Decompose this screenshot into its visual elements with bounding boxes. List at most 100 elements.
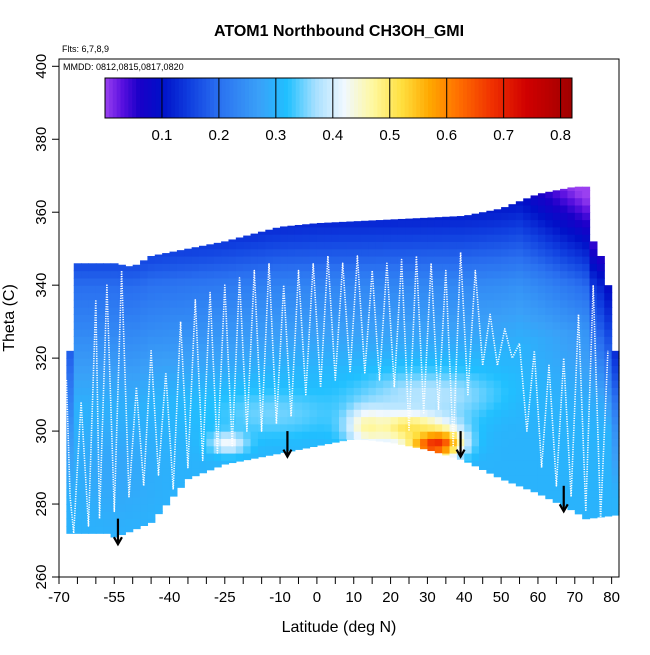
heatmap-cell [169,394,178,403]
heatmap-cell [228,380,237,388]
heatmap-cell [176,263,185,272]
heatmap-cell [257,452,266,458]
colorbar-swatch [474,78,480,118]
heatmap-cell [184,343,193,352]
heatmap-cell [265,445,274,454]
heatmap-cell [147,431,156,439]
heatmap-cell [147,496,156,505]
heatmap-cell [397,431,406,439]
heatmap-cell [567,292,576,301]
heatmap-cell [243,358,252,367]
heatmap-cell [162,474,171,483]
colorbar-swatch [322,78,328,118]
heatmap-cell [383,431,392,439]
heatmap-cell [493,248,502,257]
x-axis: -70 -55 -40 -25 -10 0 10 20 30 40 50 60 70 80 [48,577,620,606]
heatmap-cell [162,394,171,403]
heatmap-cell [140,489,149,498]
heatmap-cell [162,423,171,432]
heatmap-cell [493,401,502,410]
colorbar-swatch [548,78,554,118]
heatmap-cell [324,292,333,301]
heatmap-cell [117,518,126,527]
heatmap-cell [589,255,598,264]
heatmap-cell [206,270,215,279]
heatmap-cell [545,460,554,469]
heatmap-cell [508,226,517,235]
heatmap-cell [294,255,303,264]
heatmap-cell [95,445,104,454]
colorbar-swatch [451,78,456,118]
heatmap-cell [147,387,156,396]
heatmap-cell [265,328,274,337]
colorbar-swatch [439,78,445,118]
heatmap-cell [479,307,487,315]
heatmap-cell [339,314,347,323]
heatmap-cell [582,190,591,199]
heatmap-cell [169,263,178,272]
heatmap-cell [552,270,561,279]
heatmap-cell [412,270,421,279]
heatmap-cell [508,321,517,330]
heatmap-cell [243,328,252,337]
heatmap-cell [221,336,230,345]
heatmap-cell [397,438,406,445]
heatmap-cell [191,380,200,388]
heatmap-cell [346,380,355,388]
colorbar-swatch [116,78,122,118]
heatmap-cell [265,416,274,425]
heatmap-cell [73,496,82,505]
heatmap-cell [537,248,546,257]
heatmap-cell [456,343,465,352]
heatmap-cell [471,423,480,432]
heatmap-cell [81,270,90,279]
heatmap-cell [589,394,598,403]
heatmap-cell [294,350,303,359]
heatmap-cell [611,416,620,425]
down-arrow [112,518,123,547]
heatmap-cell [596,336,605,345]
heatmap-cell [280,343,289,352]
colorbar-swatch [229,78,234,118]
heatmap-cell [375,234,384,242]
heatmap-cell [243,452,252,461]
heatmap-cell [339,394,347,403]
heatmap-cell [235,431,244,439]
heatmap-cell [574,401,583,410]
heatmap-cell [567,241,576,250]
heatmap-cell [199,255,207,264]
heatmap-cell [162,328,171,337]
heatmap-cell [294,431,303,439]
heatmap-cell [508,299,517,308]
heatmap-cell [213,365,222,374]
heatmap-cell [412,219,421,228]
heatmap-cell [405,321,414,330]
heatmap-cell [66,358,75,367]
heatmap-cell [309,270,318,279]
heatmap-cell [479,270,487,279]
heatmap-cell [331,241,340,250]
heatmap-cell [309,277,318,286]
heatmap-cell [309,241,318,250]
heatmap-cell [154,380,163,388]
heatmap-cell [302,299,311,308]
heatmap-cell [265,452,274,456]
heatmap-cell [206,394,215,403]
heatmap-cell [257,438,266,447]
heatmap-cell [442,452,451,456]
heatmap-cell [243,336,252,345]
colorbar-swatch [338,78,343,118]
heatmap-cell [294,380,303,388]
heatmap-cell [537,234,546,242]
heatmap-cell [110,285,119,294]
heatmap-cell [339,401,347,410]
heatmap-cell [464,321,473,330]
heatmap-cell [405,226,414,235]
heatmap-cell [339,387,347,396]
heatmap-cell [221,248,230,257]
heatmap-cell [257,321,266,330]
heatmap-cell [331,365,340,374]
heatmap-cell [324,321,333,330]
heatmap-cell [95,263,104,272]
heatmap-cell [221,445,230,454]
